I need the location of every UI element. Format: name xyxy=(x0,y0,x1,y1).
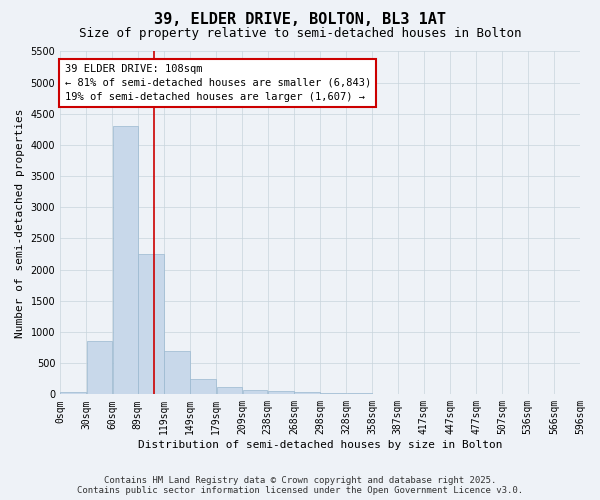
Text: Size of property relative to semi-detached houses in Bolton: Size of property relative to semi-detach… xyxy=(79,28,521,40)
Text: 39 ELDER DRIVE: 108sqm
← 81% of semi-detached houses are smaller (6,843)
19% of : 39 ELDER DRIVE: 108sqm ← 81% of semi-det… xyxy=(65,64,371,102)
Bar xyxy=(320,393,346,394)
Text: Contains HM Land Registry data © Crown copyright and database right 2025.
Contai: Contains HM Land Registry data © Crown c… xyxy=(77,476,523,495)
Bar xyxy=(138,254,164,394)
Bar xyxy=(243,390,268,394)
Bar xyxy=(268,390,293,394)
Bar xyxy=(217,387,242,394)
Bar xyxy=(86,342,112,394)
Bar xyxy=(164,350,190,395)
Y-axis label: Number of semi-detached properties: Number of semi-detached properties xyxy=(15,108,25,338)
Bar xyxy=(294,392,320,394)
Bar xyxy=(61,392,86,394)
Text: 39, ELDER DRIVE, BOLTON, BL3 1AT: 39, ELDER DRIVE, BOLTON, BL3 1AT xyxy=(154,12,446,28)
Bar xyxy=(113,126,137,394)
X-axis label: Distribution of semi-detached houses by size in Bolton: Distribution of semi-detached houses by … xyxy=(138,440,502,450)
Bar xyxy=(190,379,216,394)
